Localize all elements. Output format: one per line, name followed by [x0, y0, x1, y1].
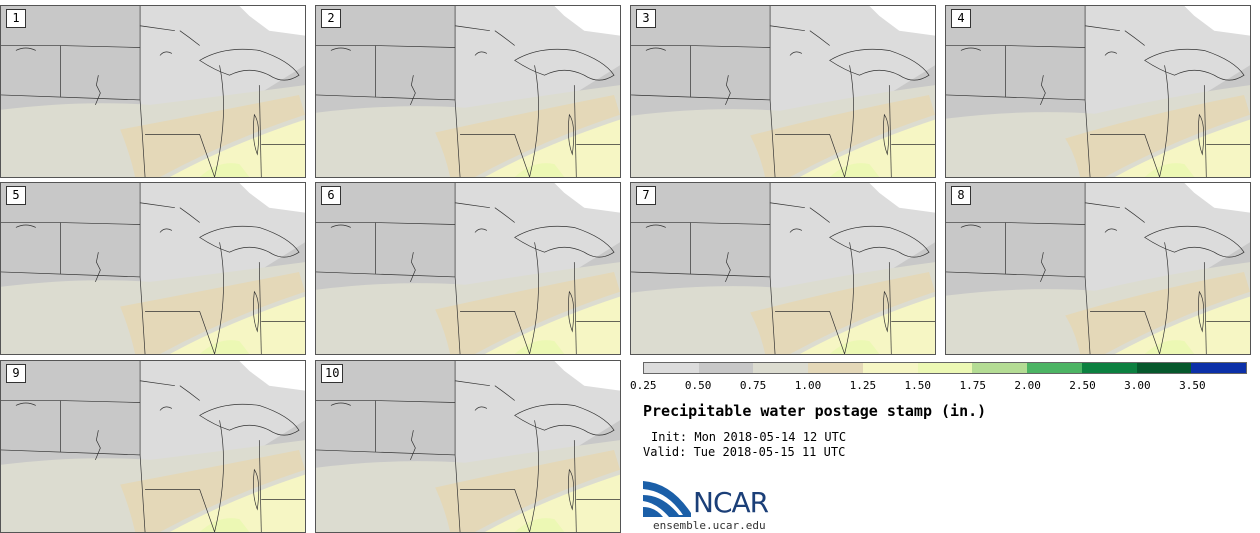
stamp-member-number: 4: [951, 9, 971, 28]
colorbar-tick-label: 0.75: [739, 379, 767, 392]
stamp-member-number: 10: [321, 364, 344, 383]
precipitable-water-map: [1, 6, 305, 177]
colorbar-tick-label: 0.25: [630, 379, 657, 392]
colorbar-swatch: [917, 363, 973, 373]
stamp-member-number: 1: [6, 9, 26, 28]
valid-time: Valid: Tue 2018-05-15 11 UTC: [643, 445, 846, 459]
colorbar-tick-label: 3.50: [1179, 379, 1206, 392]
postage-stamp-map: 3: [630, 5, 936, 178]
colorbar-swatch: [1191, 363, 1247, 373]
colorbar-tick-label: 3.00: [1124, 379, 1151, 392]
precipitable-water-colorbar: [643, 362, 1247, 374]
colorbar-tick-label: 1.75: [959, 379, 986, 392]
ncar-logo-icon: [643, 481, 691, 517]
precipitable-water-map: [631, 6, 935, 177]
colorbar-swatch: [972, 363, 1028, 373]
chart-title: Precipitable water postage stamp (in.): [643, 402, 987, 420]
logo-url: ensemble.ucar.edu: [653, 519, 766, 532]
colorbar-tick-label: 2.00: [1014, 379, 1041, 392]
colorbar-tick-label: 1.00: [794, 379, 822, 392]
postage-stamp-map: 6: [315, 182, 621, 355]
stamp-member-number: 5: [6, 186, 26, 205]
postage-stamp-map: 5: [0, 182, 306, 355]
postage-stamp-map: 8: [945, 182, 1251, 355]
colorbar-swatch: [862, 363, 918, 373]
colorbar-tick-labels: 0.25 0.50 0.75 1.00 1.25 1.50 1.75 2.00 2.50 3.00…: [630, 379, 1230, 393]
precipitable-water-map: [946, 6, 1250, 177]
colorbar-tick-label: 1.50: [904, 379, 932, 392]
stamp-member-number: 9: [6, 364, 26, 383]
precipitable-water-map: [1, 361, 305, 532]
colorbar-swatch: [1027, 363, 1082, 373]
logo-wordmark: NCAR: [693, 486, 769, 519]
colorbar-tick-label: 2.50: [1069, 379, 1096, 392]
postage-stamp-map: 2: [315, 5, 621, 178]
postage-stamp-map: 7: [630, 182, 936, 355]
precipitable-water-map: [316, 361, 620, 532]
postage-stamp-map: 10: [315, 360, 621, 533]
postage-stamp-map: 4: [945, 5, 1251, 178]
colorbar-tick-label: 0.50: [684, 379, 712, 392]
colorbar-swatch: [644, 363, 699, 373]
postage-stamp-map: 1: [0, 5, 306, 178]
stamp-member-number: 3: [636, 9, 656, 28]
stamp-member-number: 2: [321, 9, 341, 28]
precipitable-water-map: [316, 6, 620, 177]
colorbar-swatch: [1081, 363, 1137, 373]
precipitable-water-map: [1, 183, 305, 354]
colorbar-swatch: [808, 363, 863, 373]
stamp-member-number: 6: [321, 186, 341, 205]
colorbar-tick-label: 1.25: [849, 379, 877, 392]
postage-stamp-map: 9: [0, 360, 306, 533]
precipitable-water-map: [946, 183, 1250, 354]
precipitable-water-map: [631, 183, 935, 354]
init-time: Init: Mon 2018-05-14 12 UTC: [651, 430, 847, 444]
precipitable-water-map: [316, 183, 620, 354]
stamp-member-number: 7: [636, 186, 656, 205]
colorbar-swatch: [753, 363, 809, 373]
stamp-member-number: 8: [951, 186, 971, 205]
colorbar-swatch: [1136, 363, 1192, 373]
colorbar-swatch: [698, 363, 754, 373]
